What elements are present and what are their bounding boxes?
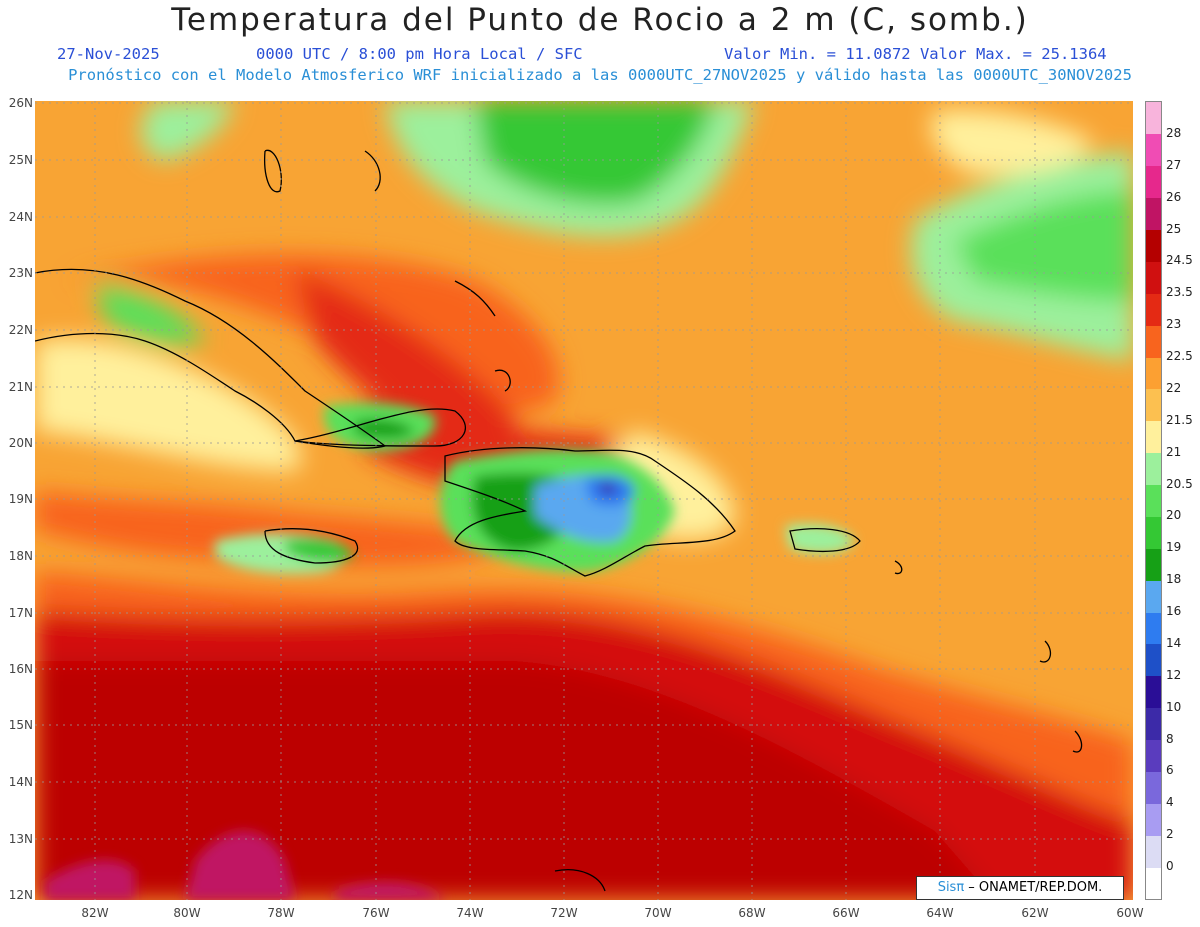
forecast-time: 0000 UTC / 8:00 pm Hora Local / SFC	[256, 45, 583, 63]
lat-label-15n: 15N	[8, 718, 33, 732]
legend-swatch	[1146, 102, 1161, 135]
legend-level-label: 2	[1166, 827, 1174, 842]
lon-label-66w: 66W	[832, 906, 860, 920]
legend-level-label: 22	[1166, 380, 1182, 395]
lon-label-78w: 78W	[267, 906, 295, 920]
legend-swatch	[1146, 229, 1161, 262]
legend-swatch	[1146, 516, 1161, 549]
lon-label-76w: 76W	[362, 906, 390, 920]
legend-level-label: 19	[1166, 540, 1182, 555]
lat-label-12n: 12N	[8, 888, 33, 902]
legend-level-label: 8	[1166, 731, 1174, 746]
sis-logo-text: Sisπ	[937, 880, 965, 895]
legend-level-label: 10	[1166, 699, 1182, 714]
lat-label-16n: 16N	[8, 662, 33, 676]
model-subtitle: Pronóstico con el Modelo Atmosferico WRF…	[68, 66, 1132, 84]
legend-level-label: 28	[1166, 125, 1182, 140]
graticule	[35, 101, 1133, 900]
lat-label-20n: 20N	[8, 436, 33, 450]
legend-swatch	[1146, 580, 1161, 613]
legend-level-label: 18	[1166, 572, 1182, 587]
legend-swatch	[1146, 548, 1161, 581]
value-range: Valor Min. = 11.0872 Valor Max. = 25.136…	[724, 45, 1107, 63]
legend-swatch	[1146, 133, 1161, 167]
color-legend	[1145, 101, 1162, 900]
legend-level-label: 0	[1166, 859, 1174, 874]
legend-swatch	[1146, 293, 1161, 326]
legend-swatch	[1146, 803, 1161, 836]
legend-swatch	[1146, 835, 1161, 868]
legend-level-label: 14	[1166, 635, 1182, 650]
legend-level-label: 6	[1166, 763, 1174, 778]
legend-level-label: 23.5	[1166, 285, 1193, 300]
lat-label-18n: 18N	[8, 549, 33, 563]
lat-label-17n: 17N	[8, 606, 33, 620]
legend-swatch	[1146, 420, 1161, 454]
legend-swatch	[1146, 484, 1161, 517]
legend-swatch	[1146, 261, 1161, 294]
legend-swatch	[1146, 325, 1161, 358]
legend-swatch	[1146, 867, 1161, 900]
island-field	[45, 403, 855, 900]
coastlines	[35, 149, 1083, 892]
lat-label-26n: 26N	[8, 96, 33, 110]
legend-level-label: 26	[1166, 189, 1182, 204]
legend-swatch	[1146, 612, 1161, 645]
legend-level-label: 25	[1166, 221, 1182, 236]
lat-label-13n: 13N	[8, 832, 33, 846]
dewpoint-map	[35, 101, 1133, 900]
legend-level-label: 23	[1166, 317, 1182, 332]
lon-label-72w: 72W	[550, 906, 578, 920]
legend-swatch	[1146, 771, 1161, 804]
lon-label-60w: 60W	[1116, 906, 1144, 920]
legend-swatch	[1146, 707, 1161, 741]
credit-box: Sisπ – ONAMET/REP.DOM.	[916, 876, 1124, 900]
forecast-date: 27-Nov-2025	[57, 45, 160, 63]
map-title: Temperatura del Punto de Rocio a 2 m (C,…	[171, 2, 1029, 38]
legend-level-label: 20	[1166, 508, 1182, 523]
dewpoint-field	[35, 101, 1133, 900]
legend-swatch	[1146, 197, 1161, 230]
legend-level-label: 4	[1166, 795, 1174, 810]
legend-swatch	[1146, 357, 1161, 390]
legend-level-label: 12	[1166, 667, 1182, 682]
lon-label-68w: 68W	[738, 906, 766, 920]
lat-label-14n: 14N	[8, 775, 33, 789]
credit-org: – ONAMET/REP.DOM.	[964, 880, 1103, 895]
lon-label-82w: 82W	[81, 906, 109, 920]
legend-level-label: 27	[1166, 157, 1182, 172]
legend-level-label: 20.5	[1166, 476, 1193, 491]
legend-level-label: 21	[1166, 444, 1182, 459]
legend-level-label: 21.5	[1166, 412, 1193, 427]
legend-swatch	[1146, 452, 1161, 486]
lon-label-62w: 62W	[1021, 906, 1049, 920]
legend-swatch	[1146, 675, 1161, 709]
legend-swatch	[1146, 643, 1161, 677]
lat-label-19n: 19N	[8, 492, 33, 506]
legend-level-label: 22.5	[1166, 349, 1193, 364]
legend-swatch	[1146, 165, 1161, 199]
lat-label-22n: 22N	[8, 323, 33, 337]
lat-label-24n: 24N	[8, 210, 33, 224]
legend-level-label: 24.5	[1166, 253, 1193, 268]
lon-label-74w: 74W	[456, 906, 484, 920]
legend-swatch	[1146, 388, 1161, 422]
lon-label-80w: 80W	[173, 906, 201, 920]
legend-swatch	[1146, 739, 1161, 772]
lat-label-25n: 25N	[8, 153, 33, 167]
lon-label-70w: 70W	[644, 906, 672, 920]
lat-label-21n: 21N	[8, 380, 33, 394]
legend-level-label: 16	[1166, 604, 1182, 619]
lat-label-23n: 23N	[8, 266, 33, 280]
lon-label-64w: 64W	[926, 906, 954, 920]
